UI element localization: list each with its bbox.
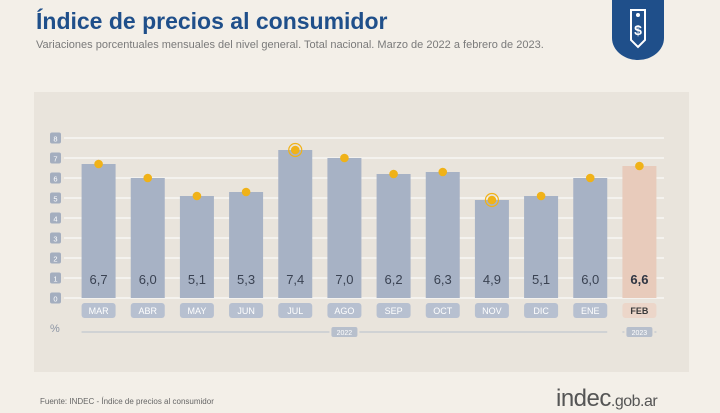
bar [376,174,411,298]
brand-domain: .gob.ar [610,393,658,410]
category-label: ENE [581,306,600,316]
bar [425,172,460,298]
data-marker [487,195,497,205]
y-tick-box [50,212,61,224]
year-label: 2023 [632,330,648,337]
chart-panel: 0 1 2 3 4 5 6 7 8% 6,7 MAR 6,0 ABR 5,1 MAY 5,3 JUN 7,4 JUL… [34,92,689,372]
page-subtitle: Variaciones porcentuales mensuales del n… [36,39,544,51]
brand-main: indec [556,385,611,412]
bar [573,178,608,298]
data-marker [438,167,448,177]
value-label: 6,0 [139,272,157,287]
category-label: AGO [334,306,354,316]
category-label: ABR [138,306,157,316]
data-marker [192,191,202,201]
y-tick-label: 2 [53,255,57,264]
category-box [179,303,214,318]
y-tick-box [50,132,61,144]
category-box [229,303,264,318]
value-label: 6,0 [581,272,599,287]
y-tick-label: 7 [53,155,57,164]
y-tick-box [50,172,61,184]
bar [179,196,214,298]
indec-brand: indec.gob.ar [556,385,658,413]
data-marker [241,187,251,197]
y-axis-label: % [50,323,60,335]
category-box [573,303,608,318]
category-label: MAR [89,306,110,316]
data-marker [635,161,644,171]
y-tick-box [50,232,61,244]
value-label: 5,3 [237,272,255,287]
bar [327,158,362,298]
value-label: 5,1 [532,272,550,287]
data-marker [389,169,398,179]
y-tick-label: 1 [53,275,57,284]
marker-ring [484,192,500,208]
y-tick-label: 0 [53,295,57,304]
value-label: 6,7 [90,272,108,287]
bar [524,196,559,298]
data-marker [536,191,546,201]
category-box [622,303,657,318]
y-tick-label: 4 [53,215,57,224]
y-tick-box [50,192,61,204]
category-box [278,303,313,318]
ipc-bar-chart: 0 1 2 3 4 5 6 7 8% 6,7 MAR 6,0 ABR 5,1 MAY 5,3 JUN 7,4 JUL… [50,132,664,337]
y-tick-box [50,152,61,164]
year-label: 2022 [337,330,353,337]
category-box [81,303,116,318]
category-label: SEP [385,306,403,316]
page-title: Índice de precios al consumidor [36,8,388,34]
year-box [626,327,653,337]
category-box [130,303,165,318]
y-tick-box [50,292,61,304]
category-label: MAY [187,306,206,316]
category-label: FEB [630,306,649,316]
value-label: 5,1 [188,272,206,287]
y-tick-label: 8 [53,135,57,144]
category-box [474,303,509,318]
svg-text:$: $ [634,22,642,38]
category-label: JUL [287,306,303,316]
data-marker [143,173,153,183]
value-label: 7,4 [286,272,304,287]
y-tick-label: 6 [53,175,57,184]
bar [474,200,509,298]
value-label: 6,2 [385,272,403,287]
category-label: DIC [533,306,549,316]
y-tick-box [50,272,61,284]
marker-ring [288,142,303,158]
category-box [376,303,411,318]
value-label: 7,0 [335,272,353,287]
y-tick-label: 5 [53,195,57,204]
value-label: 6,3 [434,272,452,287]
bar [229,192,264,298]
category-label: OCT [433,306,453,316]
price-tag-dollar-icon: $ [612,0,664,60]
bar [130,178,165,298]
category-label: JUN [237,306,255,316]
data-marker [585,173,595,183]
value-label: 4,9 [483,272,501,287]
source-note: Fuente: INDEC - Índice de precios al con… [40,397,214,406]
data-marker [290,145,300,155]
category-box [425,303,460,318]
bar [81,164,116,298]
value-label: 6,6 [630,272,648,287]
year-box [331,327,358,337]
category-box [524,303,559,318]
y-tick-box [50,252,61,264]
data-marker [340,153,349,163]
bar [278,150,313,298]
data-marker [94,159,103,169]
bar [622,166,657,298]
category-label: NOV [482,306,502,316]
y-tick-label: 3 [53,235,57,244]
category-box [327,303,362,318]
